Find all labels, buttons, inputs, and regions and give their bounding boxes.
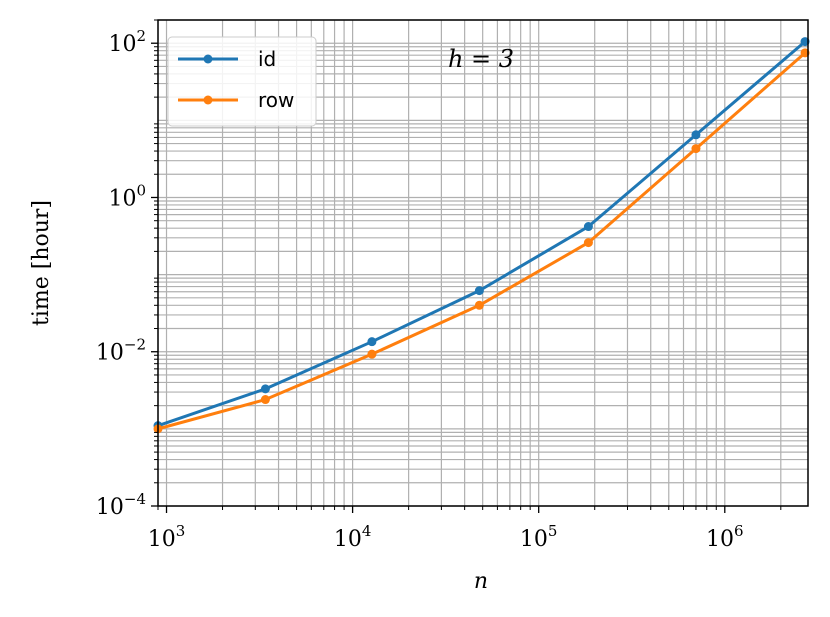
legend-box	[167, 36, 317, 127]
legend-label-id: id	[258, 47, 276, 71]
tick-labels: 103 104 105 106 10−4 10−2 100 102	[96, 27, 744, 552]
x-tick-label: 105	[520, 522, 558, 552]
legend-marker-row	[203, 95, 213, 105]
data-point-id	[691, 130, 701, 140]
x-tick-label: 103	[148, 522, 186, 552]
x-axis-label: n	[474, 569, 488, 594]
data-point-id	[260, 384, 270, 394]
annotation-label: h = 3	[448, 45, 514, 73]
legend: id row	[167, 36, 317, 127]
legend-label-row: row	[258, 88, 294, 112]
y-tick-label: 102	[108, 27, 146, 57]
data-point-id	[583, 222, 593, 232]
axis-ticks	[151, 19, 782, 513]
legend-marker-id	[203, 54, 213, 64]
y-axis-label: time [hour]	[29, 200, 54, 326]
x-tick-label: 104	[334, 522, 372, 552]
y-tick-label: 10−2	[96, 336, 146, 366]
x-tick-label: 106	[706, 522, 744, 552]
data-point-row	[367, 349, 377, 359]
y-tick-label: 100	[108, 181, 146, 211]
data-point-row	[474, 300, 484, 310]
y-tick-label: 10−4	[96, 490, 146, 520]
data-point-row	[260, 395, 270, 405]
data-point-id	[474, 286, 484, 296]
plot-series	[153, 37, 810, 434]
data-point-id	[367, 337, 377, 347]
data-point-row	[691, 144, 701, 154]
data-point-row	[583, 238, 593, 248]
